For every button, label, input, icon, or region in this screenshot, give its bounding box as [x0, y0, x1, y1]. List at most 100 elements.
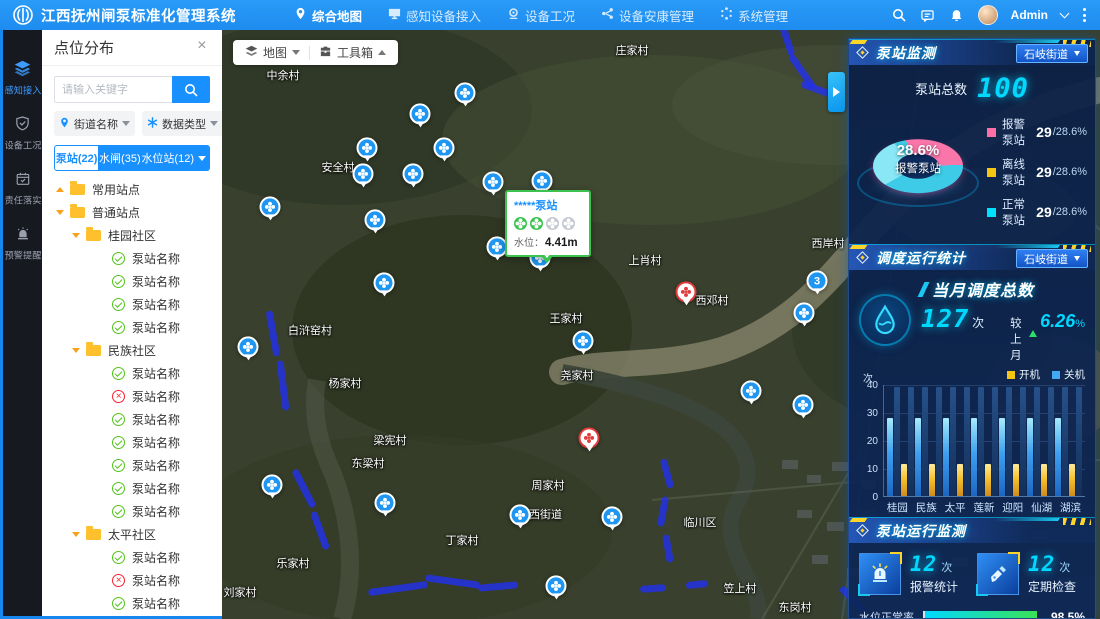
- pump-station-marker[interactable]: [402, 163, 424, 185]
- stat-value: 12 次: [910, 552, 958, 576]
- nav-menu-item[interactable]: 系统管理: [720, 6, 788, 25]
- sidebar-item-shield[interactable]: 设备工况: [3, 107, 42, 159]
- panel-collapse-button[interactable]: [828, 72, 845, 112]
- tree-station-row[interactable]: 泵站名称: [42, 247, 222, 270]
- bar-on: [984, 464, 991, 496]
- pump-station-marker[interactable]: [374, 492, 396, 514]
- pump-station-marker[interactable]: [509, 504, 531, 526]
- legend-color-swatch: [987, 167, 996, 177]
- map-control-toolbox[interactable]: 工具箱: [310, 44, 395, 61]
- pump-fan-icon: [583, 432, 595, 443]
- pump-station-marker[interactable]: [373, 272, 395, 294]
- tree-folder-row[interactable]: 桂园社区: [42, 224, 222, 247]
- pump-station-marker[interactable]: [531, 170, 553, 192]
- tabs-more-button[interactable]: [194, 146, 209, 170]
- chevron-down-icon[interactable]: [1059, 8, 1070, 18]
- tree-folder-row[interactable]: 太平社区: [42, 523, 222, 546]
- village-label: 东岗村: [778, 602, 812, 614]
- sidebar-item-alarm[interactable]: 预警提醒: [3, 217, 42, 269]
- alarm-station-marker[interactable]: [578, 427, 600, 449]
- message-icon[interactable]: [920, 7, 936, 23]
- bar-off: [914, 418, 921, 496]
- street-select[interactable]: 石岐街道: [1016, 44, 1088, 63]
- tree-station-row[interactable]: 泵站名称: [42, 270, 222, 293]
- tree-station-row[interactable]: 泵站名称: [42, 500, 222, 523]
- pump-fan-icon: [407, 168, 419, 179]
- more-menu-icon[interactable]: [1081, 5, 1088, 26]
- stat-card-body: 12 次报警统计: [910, 552, 958, 595]
- tree-label: 泵站名称: [132, 436, 181, 450]
- tree-folder-row[interactable]: 普通站点: [42, 201, 222, 224]
- search-button[interactable]: [172, 76, 210, 103]
- bar-category-label: 民族: [915, 502, 937, 514]
- pump-station-marker[interactable]: [356, 137, 378, 159]
- tree-station-row[interactable]: 泵站名称: [42, 362, 222, 385]
- filter-select[interactable]: 街道名称: [54, 111, 135, 136]
- pump-station-marker[interactable]: [433, 137, 455, 159]
- pump-station-marker[interactable]: [545, 575, 567, 597]
- pump-station-marker[interactable]: [237, 336, 259, 358]
- tree-station-row[interactable]: 泵站名称: [42, 615, 222, 616]
- cluster-marker[interactable]: 3: [806, 270, 828, 292]
- tree-station-row[interactable]: 泵站名称: [42, 385, 222, 408]
- tab-item[interactable]: 泵站(22): [55, 146, 99, 170]
- tree-station-row[interactable]: 泵站名称: [42, 592, 222, 615]
- nav-menu-item[interactable]: 设备安康管理: [601, 6, 694, 25]
- village-label: 上肖村: [628, 255, 662, 267]
- tree-folder-row[interactable]: 民族社区: [42, 339, 222, 362]
- pump-fan-icon: [797, 399, 809, 410]
- pump-station-marker[interactable]: [482, 171, 504, 193]
- filter-select[interactable]: 数据类型: [142, 111, 222, 136]
- pump-station-marker[interactable]: [792, 394, 814, 416]
- tree-station-row[interactable]: 泵站名称: [42, 454, 222, 477]
- pump-station-marker[interactable]: [572, 330, 594, 352]
- user-name[interactable]: Admin: [1010, 8, 1048, 22]
- street-select[interactable]: 石岐街道: [1016, 249, 1088, 268]
- nav-menu-item[interactable]: 综合地图: [294, 6, 362, 25]
- tree-label: 泵站名称: [132, 459, 181, 473]
- search-input[interactable]: [54, 76, 172, 103]
- sidebar-item-calendar[interactable]: 责任落实: [3, 162, 42, 214]
- bell-icon[interactable]: [949, 7, 965, 23]
- map-control-basemap[interactable]: 地图: [236, 44, 309, 61]
- panel-title: 点位分布: [54, 40, 115, 57]
- sidebar-item-layers[interactable]: 感知接入: [3, 52, 42, 104]
- section-header: 泵站监测 石岐街道: [849, 39, 1095, 65]
- tree-station-row[interactable]: 泵站名称: [42, 293, 222, 316]
- pump-station-marker[interactable]: [454, 82, 476, 104]
- pump-station-marker[interactable]: [259, 196, 281, 218]
- tree-caret-icon: [72, 348, 80, 353]
- bar-yaxis: 次 40 30 20 10 0: [859, 374, 883, 503]
- pump-station-marker[interactable]: [793, 302, 815, 324]
- tab-item[interactable]: 水闸(35): [99, 153, 141, 165]
- user-avatar[interactable]: [977, 5, 998, 25]
- bar-off: [970, 418, 977, 496]
- chevron-down-icon: [210, 121, 218, 126]
- tree-station-row[interactable]: 泵站名称: [42, 477, 222, 500]
- alarm-station-marker[interactable]: [675, 281, 697, 303]
- village-label: 尧家村: [560, 370, 594, 382]
- tree-station-row[interactable]: 泵站名称: [42, 431, 222, 454]
- tree-station-row[interactable]: 泵站名称: [42, 408, 222, 431]
- pump-station-marker[interactable]: [364, 209, 386, 231]
- bar-track: [935, 387, 942, 496]
- tab-item[interactable]: 水位站(12): [141, 153, 194, 165]
- pump-fan-icon: [414, 108, 426, 119]
- pump-station-marker[interactable]: [409, 103, 431, 125]
- tree-station-row[interactable]: 泵站名称: [42, 569, 222, 592]
- tree-station-row[interactable]: 泵站名称: [42, 316, 222, 339]
- pump-station-marker[interactable]: [352, 163, 374, 185]
- nav-menu-item[interactable]: 设备工况: [507, 6, 575, 25]
- pump-station-marker[interactable]: [601, 506, 623, 528]
- pump-station-marker[interactable]: [740, 380, 762, 402]
- tree-folder-row[interactable]: 常用站点: [42, 178, 222, 201]
- pump-station-marker[interactable]: [261, 474, 283, 496]
- close-icon[interactable]: [196, 37, 210, 55]
- nav-menu-item[interactable]: 感知设备接入: [388, 6, 481, 25]
- search-icon[interactable]: [891, 7, 907, 23]
- village-label: 东梁村: [351, 458, 385, 470]
- tree-station-row[interactable]: 泵站名称: [42, 546, 222, 569]
- bar-group: [914, 387, 942, 496]
- legend-count: 29: [1036, 204, 1052, 220]
